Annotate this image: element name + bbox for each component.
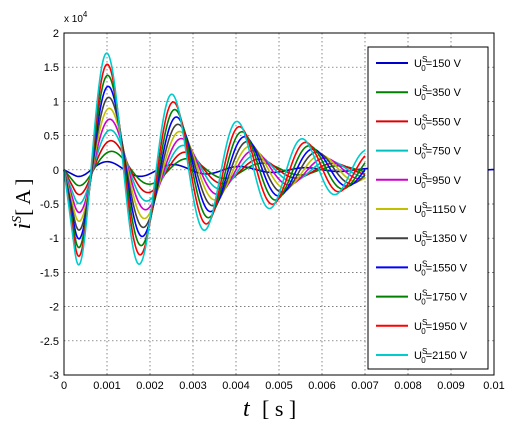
x-axis-unit: [ s ] xyxy=(262,396,296,421)
y-scale-factor: x 104 xyxy=(64,10,88,25)
y-tick-labels: 2 1.5 1 0.5 0 -0.5 -1 -1.5 -2 -2.5 -3 xyxy=(40,28,59,382)
legend-label: US 0=1550 V xyxy=(414,259,468,277)
y-axis-symbol: i xyxy=(10,223,36,230)
y-tick-label: -2.5 xyxy=(40,336,59,348)
x-tick-label: 0.009 xyxy=(437,380,465,392)
x-tick-label: 0.01 xyxy=(483,380,504,392)
y-tick-label: -0.5 xyxy=(40,199,59,211)
x-tick-label: 0 xyxy=(61,380,67,392)
legend-label: US 0=950 V xyxy=(414,172,462,190)
legend-label: US 0=2150 V xyxy=(414,347,468,365)
y-tick-label: 2 xyxy=(53,28,59,40)
x-tick-label: 0.006 xyxy=(308,380,336,392)
legend-label: US 0=1350 V xyxy=(414,230,468,248)
y-tick-label: -1 xyxy=(49,233,59,245)
legend-label: US 0=1750 V xyxy=(414,289,468,307)
svg-text:iS[ A ]: iS[ A ] xyxy=(10,178,36,229)
x-tick-label: 0.008 xyxy=(394,380,422,392)
x-tick-label: 0.002 xyxy=(136,380,164,392)
x-tick-label: 0.004 xyxy=(222,380,250,392)
y-tick-label: 0.5 xyxy=(44,131,59,143)
y-tick-label: -3 xyxy=(49,370,59,382)
y-tick-label: 0 xyxy=(53,165,59,177)
series-line-5 xyxy=(63,118,366,214)
y-tick-label: -2 xyxy=(49,302,59,314)
series-line-11 xyxy=(63,52,366,266)
x-tick-label: 0.001 xyxy=(93,380,121,392)
y-axis-label: iS[ A ] xyxy=(10,178,36,229)
series-line-3 xyxy=(63,139,366,196)
y-tick-label: 1 xyxy=(53,96,59,108)
y-axis-unit: [ A ] xyxy=(11,178,35,215)
y-axis-superscript: S xyxy=(10,216,25,223)
x-tick-label: 0.003 xyxy=(179,380,207,392)
x-tick-labels: 0 0.001 0.002 0.003 0.004 0.005 0.006 0.007 0.00… xyxy=(61,380,505,392)
legend-label: US 0=1150 V xyxy=(414,201,467,219)
legend-label: US 0=750 V xyxy=(414,143,462,161)
x-tick-label: 0.007 xyxy=(351,380,379,392)
plot-frame xyxy=(63,32,495,376)
series-layer xyxy=(63,52,495,266)
series-line-4 xyxy=(63,129,366,205)
series-line-2 xyxy=(63,150,366,187)
legend-label: US 0=550 V xyxy=(414,113,462,131)
y-tick-label: -1.5 xyxy=(40,267,59,279)
legend-label: US 0=150 V xyxy=(414,55,462,73)
x-tick-label: 0.005 xyxy=(265,380,293,392)
legend-label: US 0=350 V xyxy=(414,84,462,102)
legend-label: US 0=1950 V xyxy=(414,318,468,336)
x-axis-label: t xyxy=(243,396,251,422)
legend: US 0=150 V US 0=350 V US 0=550 V US 0=750 V US 0=… xyxy=(367,46,489,370)
y-tick-label: 1.5 xyxy=(44,62,59,74)
